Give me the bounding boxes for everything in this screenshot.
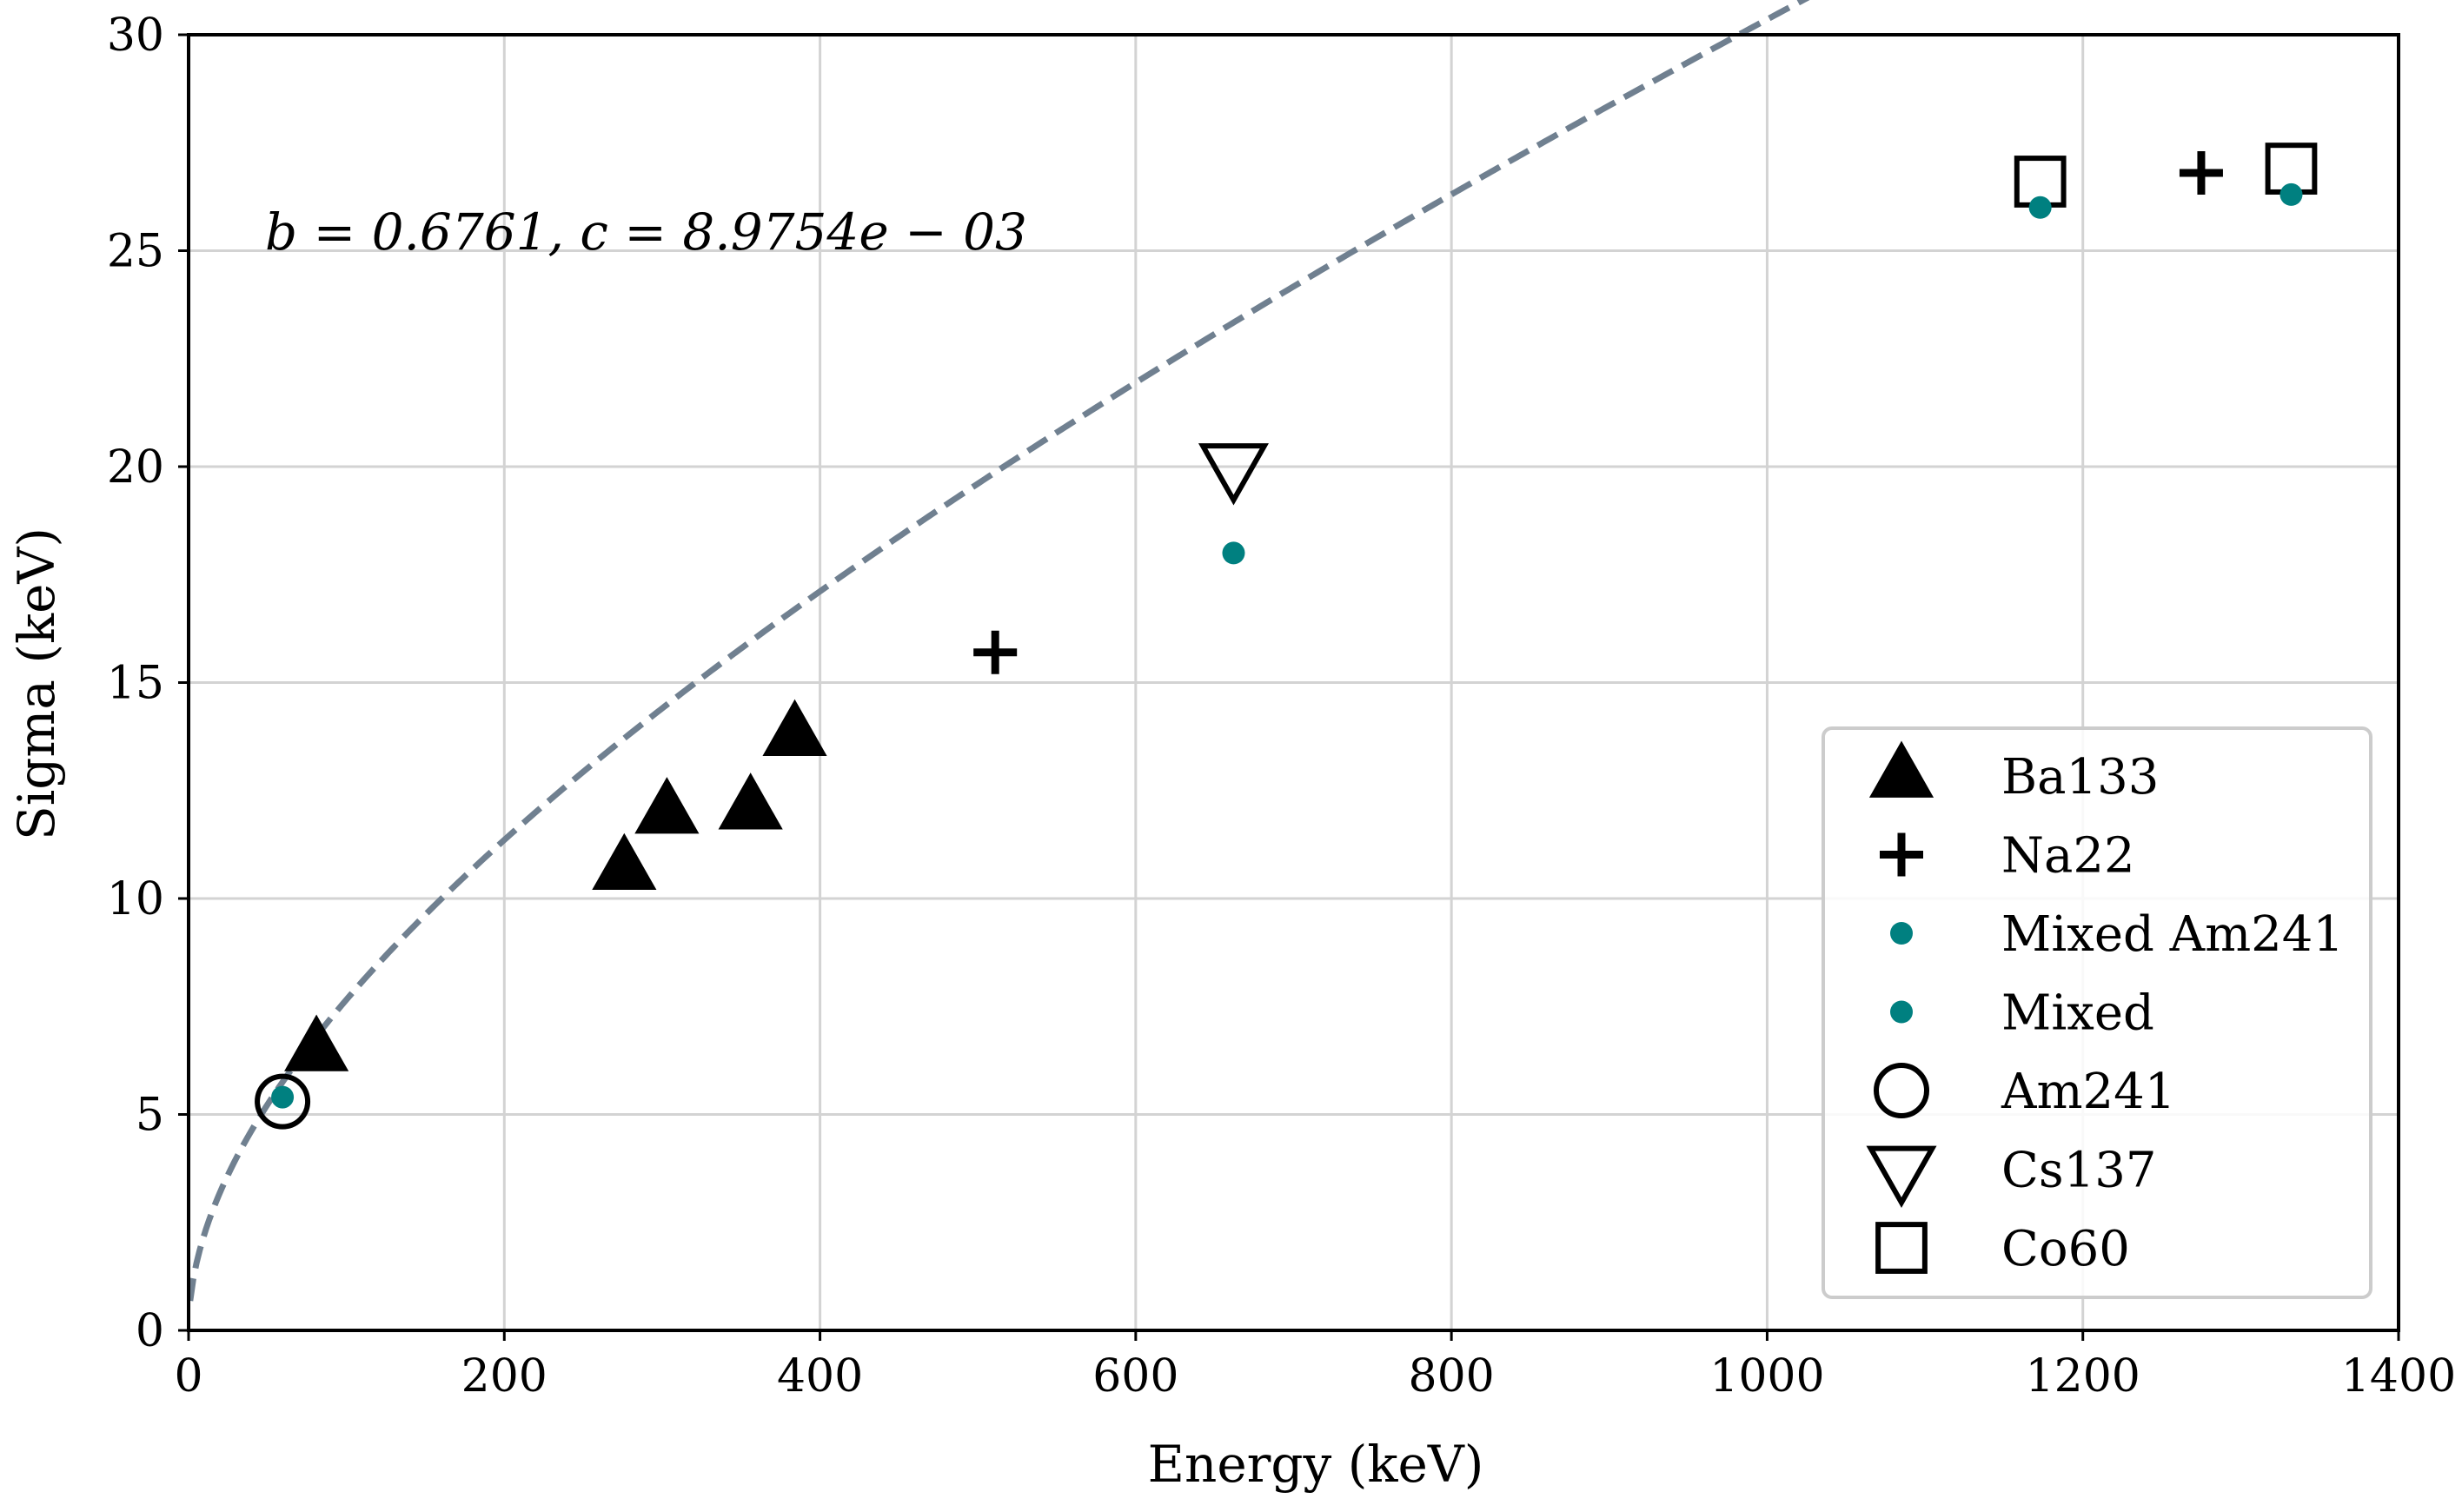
legend-marker-am241 bbox=[1874, 1063, 1929, 1118]
legend-marker-mixed bbox=[1890, 1000, 1913, 1024]
x-tick-label: 1400 bbox=[2341, 1350, 2456, 1403]
y-axis-title: Sigma (keV) bbox=[7, 527, 66, 840]
y-tick-label: 30 bbox=[107, 10, 164, 62]
x-tick-label: 400 bbox=[777, 1350, 863, 1403]
legend-marker-ba133 bbox=[1868, 740, 1934, 798]
fit-parameters-annotation: b = 0.6761, c = 8.9754e − 03 bbox=[265, 202, 1027, 262]
data-point-am241 bbox=[255, 1073, 311, 1130]
legend-label-mixed-am241: Mixed Am241 bbox=[2001, 906, 2344, 963]
y-tick-label: 0 bbox=[136, 1305, 164, 1357]
y-tick-label: 15 bbox=[107, 658, 164, 710]
y-tick-label: 10 bbox=[107, 873, 164, 925]
legend-marker-mixed-am241 bbox=[1890, 922, 1913, 945]
data-point-ba133 bbox=[284, 1014, 349, 1071]
legend-label-mixed: Mixed bbox=[2001, 985, 2154, 1042]
x-tick-label: 800 bbox=[1409, 1350, 1495, 1403]
data-point-ba133 bbox=[762, 699, 827, 756]
legend-label-ba133: Ba133 bbox=[2001, 749, 2159, 806]
data-point-ba133 bbox=[718, 773, 783, 830]
y-tick-label: 20 bbox=[107, 441, 164, 494]
axis-ticks: 0 200 400 600 800 1000 1200 1400 0 5 10 15 20 25 30 bbox=[107, 10, 2456, 1403]
x-tick-label: 200 bbox=[461, 1350, 547, 1403]
legend-box bbox=[1822, 726, 2372, 1299]
legend-marker-cs137 bbox=[1866, 1145, 1937, 1209]
data-point-mixed bbox=[2280, 182, 2303, 206]
legend-marker-na22 bbox=[1880, 832, 1923, 877]
legend-label-cs137: Cs137 bbox=[2001, 1143, 2156, 1199]
fit-curve bbox=[187, 0, 1810, 1302]
data-point-mixed-am241 bbox=[271, 1085, 295, 1109]
legend-label-am241: Am241 bbox=[2001, 1064, 2175, 1120]
data-point-ba133 bbox=[592, 832, 657, 891]
y-tick-label: 5 bbox=[136, 1090, 164, 1142]
legend-label-co60: Co60 bbox=[2001, 1221, 2130, 1277]
legend-label-na22: Na22 bbox=[2001, 828, 2135, 885]
legend-marker-co60 bbox=[1875, 1222, 1928, 1274]
x-tick-label: 1200 bbox=[2026, 1350, 2140, 1403]
data-point-ba133 bbox=[634, 777, 700, 834]
x-axis-title: Energy (keV) bbox=[1148, 1435, 1484, 1494]
x-tick-label: 600 bbox=[1092, 1350, 1178, 1403]
data-point-cs137 bbox=[1198, 443, 1269, 506]
x-tick-label: 0 bbox=[174, 1350, 202, 1403]
fit-curve-layer bbox=[187, 0, 1810, 1302]
data-point-mixed bbox=[2028, 196, 2052, 219]
y-tick-label: 25 bbox=[107, 226, 164, 278]
x-tick-label: 1000 bbox=[1709, 1350, 1824, 1403]
data-point-mixed bbox=[1222, 541, 1245, 565]
data-point-na22 bbox=[973, 630, 1018, 674]
data-point-na22 bbox=[2179, 151, 2223, 196]
legend: Ba133 Na22 Mixed Am241 Mixed Am241 Cs137 Co60 bbox=[1822, 726, 2372, 1299]
data-markers bbox=[255, 143, 2318, 1130]
